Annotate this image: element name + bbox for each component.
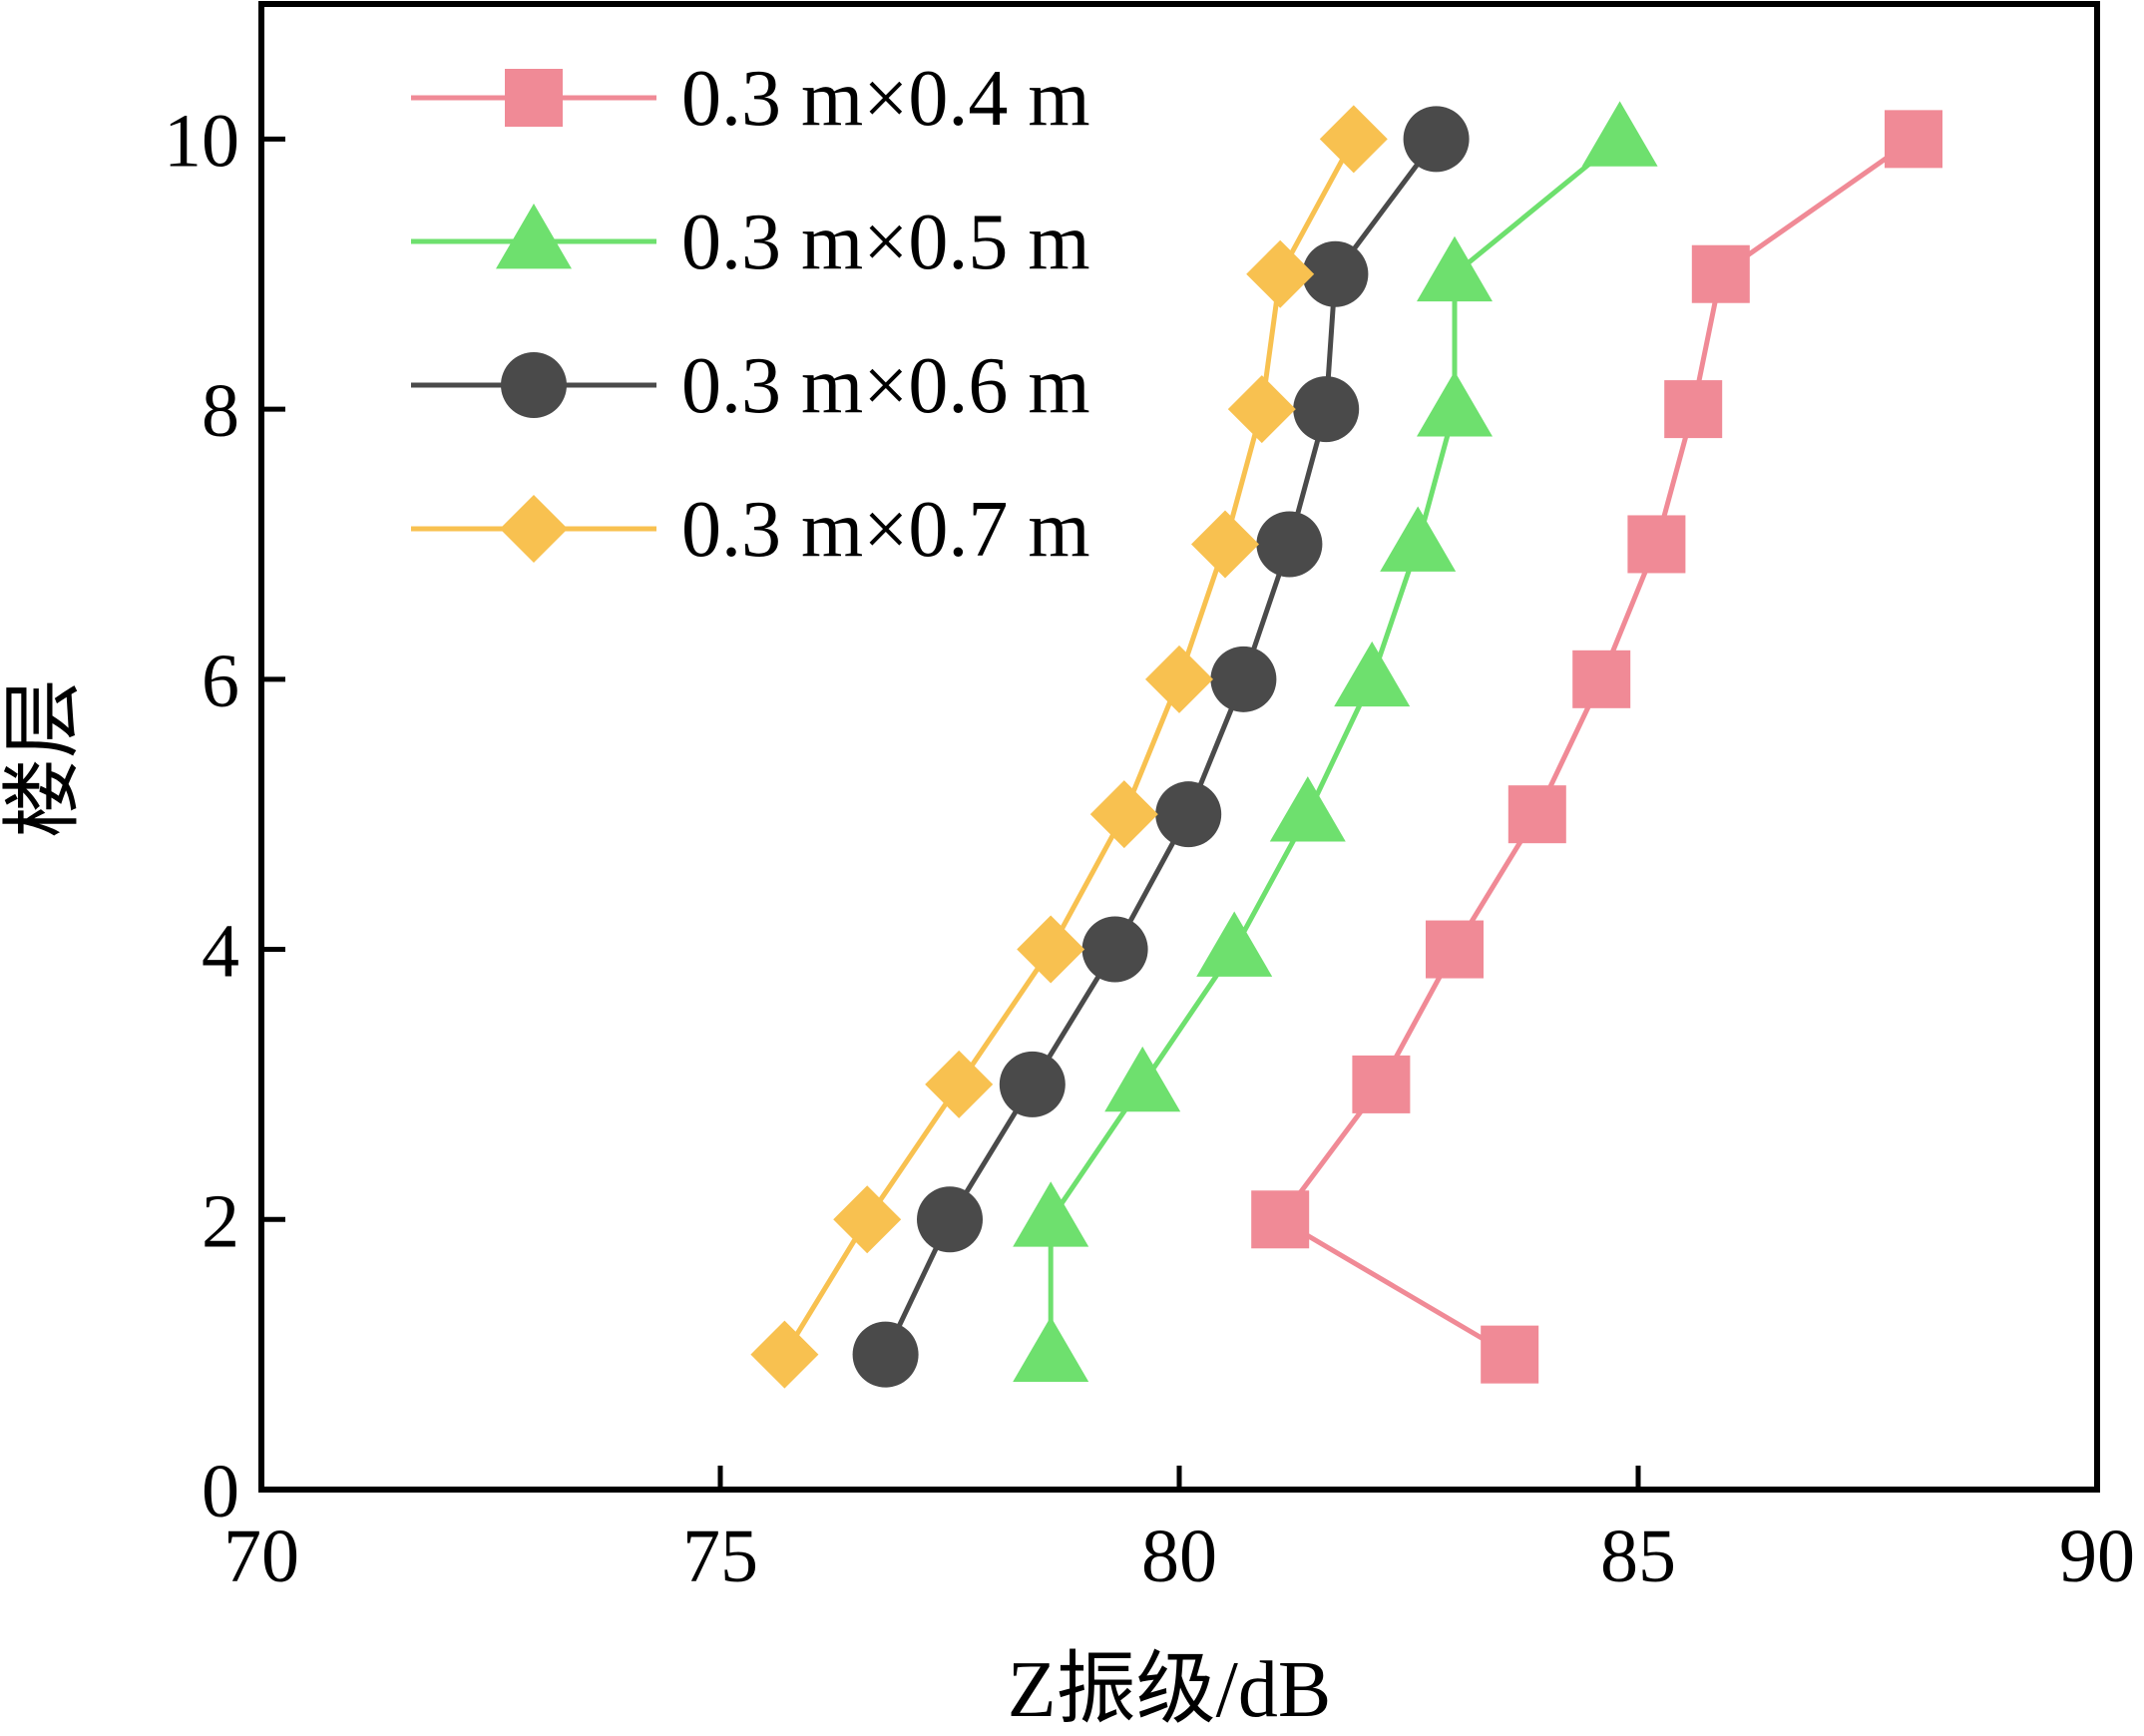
data-point <box>1104 1046 1181 1112</box>
legend-label: 0.3 m×0.6 m <box>681 342 1090 430</box>
y-tick-label: 10 <box>164 99 239 183</box>
legend-label: 0.3 m×0.4 m <box>681 55 1090 143</box>
data-point <box>1572 650 1631 708</box>
x-tick-label: 75 <box>682 1515 758 1598</box>
data-point <box>1380 506 1457 572</box>
y-axis-title: 楼层 <box>0 678 88 838</box>
data-point <box>1145 645 1213 713</box>
data-point <box>1251 1190 1310 1249</box>
data-point <box>1293 376 1360 443</box>
data-point <box>1885 110 1942 169</box>
series-line <box>883 137 1439 1356</box>
data-point <box>999 1051 1066 1117</box>
data-point <box>1017 915 1085 984</box>
series-4 <box>750 105 1388 1389</box>
data-point <box>1302 240 1369 307</box>
axes-layer: 70 75 80 85 90 0 2 4 6 8 10 <box>164 1 2135 1598</box>
data-point <box>750 1320 819 1389</box>
legend-label: 0.3 m×0.7 m <box>681 486 1090 574</box>
y-tick-label: 0 <box>202 1450 239 1533</box>
legend-item-2: 0.3 m×0.5 m <box>411 199 1090 286</box>
series-layer <box>750 101 1942 1389</box>
data-point <box>1227 375 1296 444</box>
data-point <box>925 1050 994 1118</box>
y-tick-label: 4 <box>202 910 239 994</box>
data-point <box>1246 239 1315 308</box>
data-point <box>1319 105 1388 174</box>
data-point <box>1210 646 1277 712</box>
data-point <box>1013 1316 1089 1382</box>
data-point <box>852 1321 919 1388</box>
data-point <box>1013 1181 1089 1247</box>
legend-label: 0.3 m×0.5 m <box>681 199 1090 286</box>
legend-item-4: 0.3 m×0.7 m <box>411 486 1090 574</box>
data-point <box>1196 911 1273 977</box>
y-tick-label: 6 <box>202 640 239 723</box>
data-point <box>917 1186 983 1253</box>
data-point <box>1417 371 1493 437</box>
data-point <box>1417 235 1493 302</box>
legend-item-3: 0.3 m×0.6 m <box>411 342 1090 430</box>
legend-item-1: 0.3 m×0.4 m <box>411 55 1090 143</box>
legend-marker <box>501 352 567 418</box>
y-tick-label: 2 <box>202 1179 239 1263</box>
x-tick-label: 90 <box>2059 1515 2135 1598</box>
legend: 0.3 m×0.4 m 0.3 m×0.5 m 0.3 m×0.6 m 0.3 m×0… <box>411 55 1090 574</box>
data-point <box>1256 511 1323 578</box>
data-point <box>1352 1055 1411 1113</box>
data-point <box>1403 106 1470 173</box>
x-axis-title: Z振级/dB <box>1008 1646 1331 1734</box>
legend-marker <box>496 204 572 269</box>
data-point <box>1627 515 1686 574</box>
data-point <box>1334 641 1411 707</box>
legend-marker <box>505 69 563 127</box>
y-tick-label: 8 <box>202 369 239 453</box>
data-point <box>1664 380 1723 439</box>
data-point <box>1081 916 1148 983</box>
data-point <box>1507 785 1566 844</box>
series-2 <box>1013 101 1658 1382</box>
x-tick-label: 70 <box>223 1515 299 1598</box>
data-point <box>1581 101 1658 167</box>
data-point <box>1155 781 1222 848</box>
legend-marker <box>500 495 568 563</box>
series-line <box>1276 137 1916 1357</box>
data-point <box>833 1185 902 1254</box>
x-tick-label: 80 <box>1141 1515 1217 1598</box>
x-tick-label: 85 <box>1600 1515 1676 1598</box>
series-1 <box>1251 110 1942 1384</box>
data-point <box>1426 920 1484 979</box>
series-line <box>1048 137 1622 1355</box>
series-line <box>782 138 1356 1356</box>
data-point <box>1691 244 1750 303</box>
data-point <box>1191 510 1259 579</box>
series-3 <box>852 106 1470 1388</box>
data-point <box>1089 780 1158 849</box>
data-point <box>1481 1325 1539 1384</box>
data-point <box>1269 776 1346 842</box>
